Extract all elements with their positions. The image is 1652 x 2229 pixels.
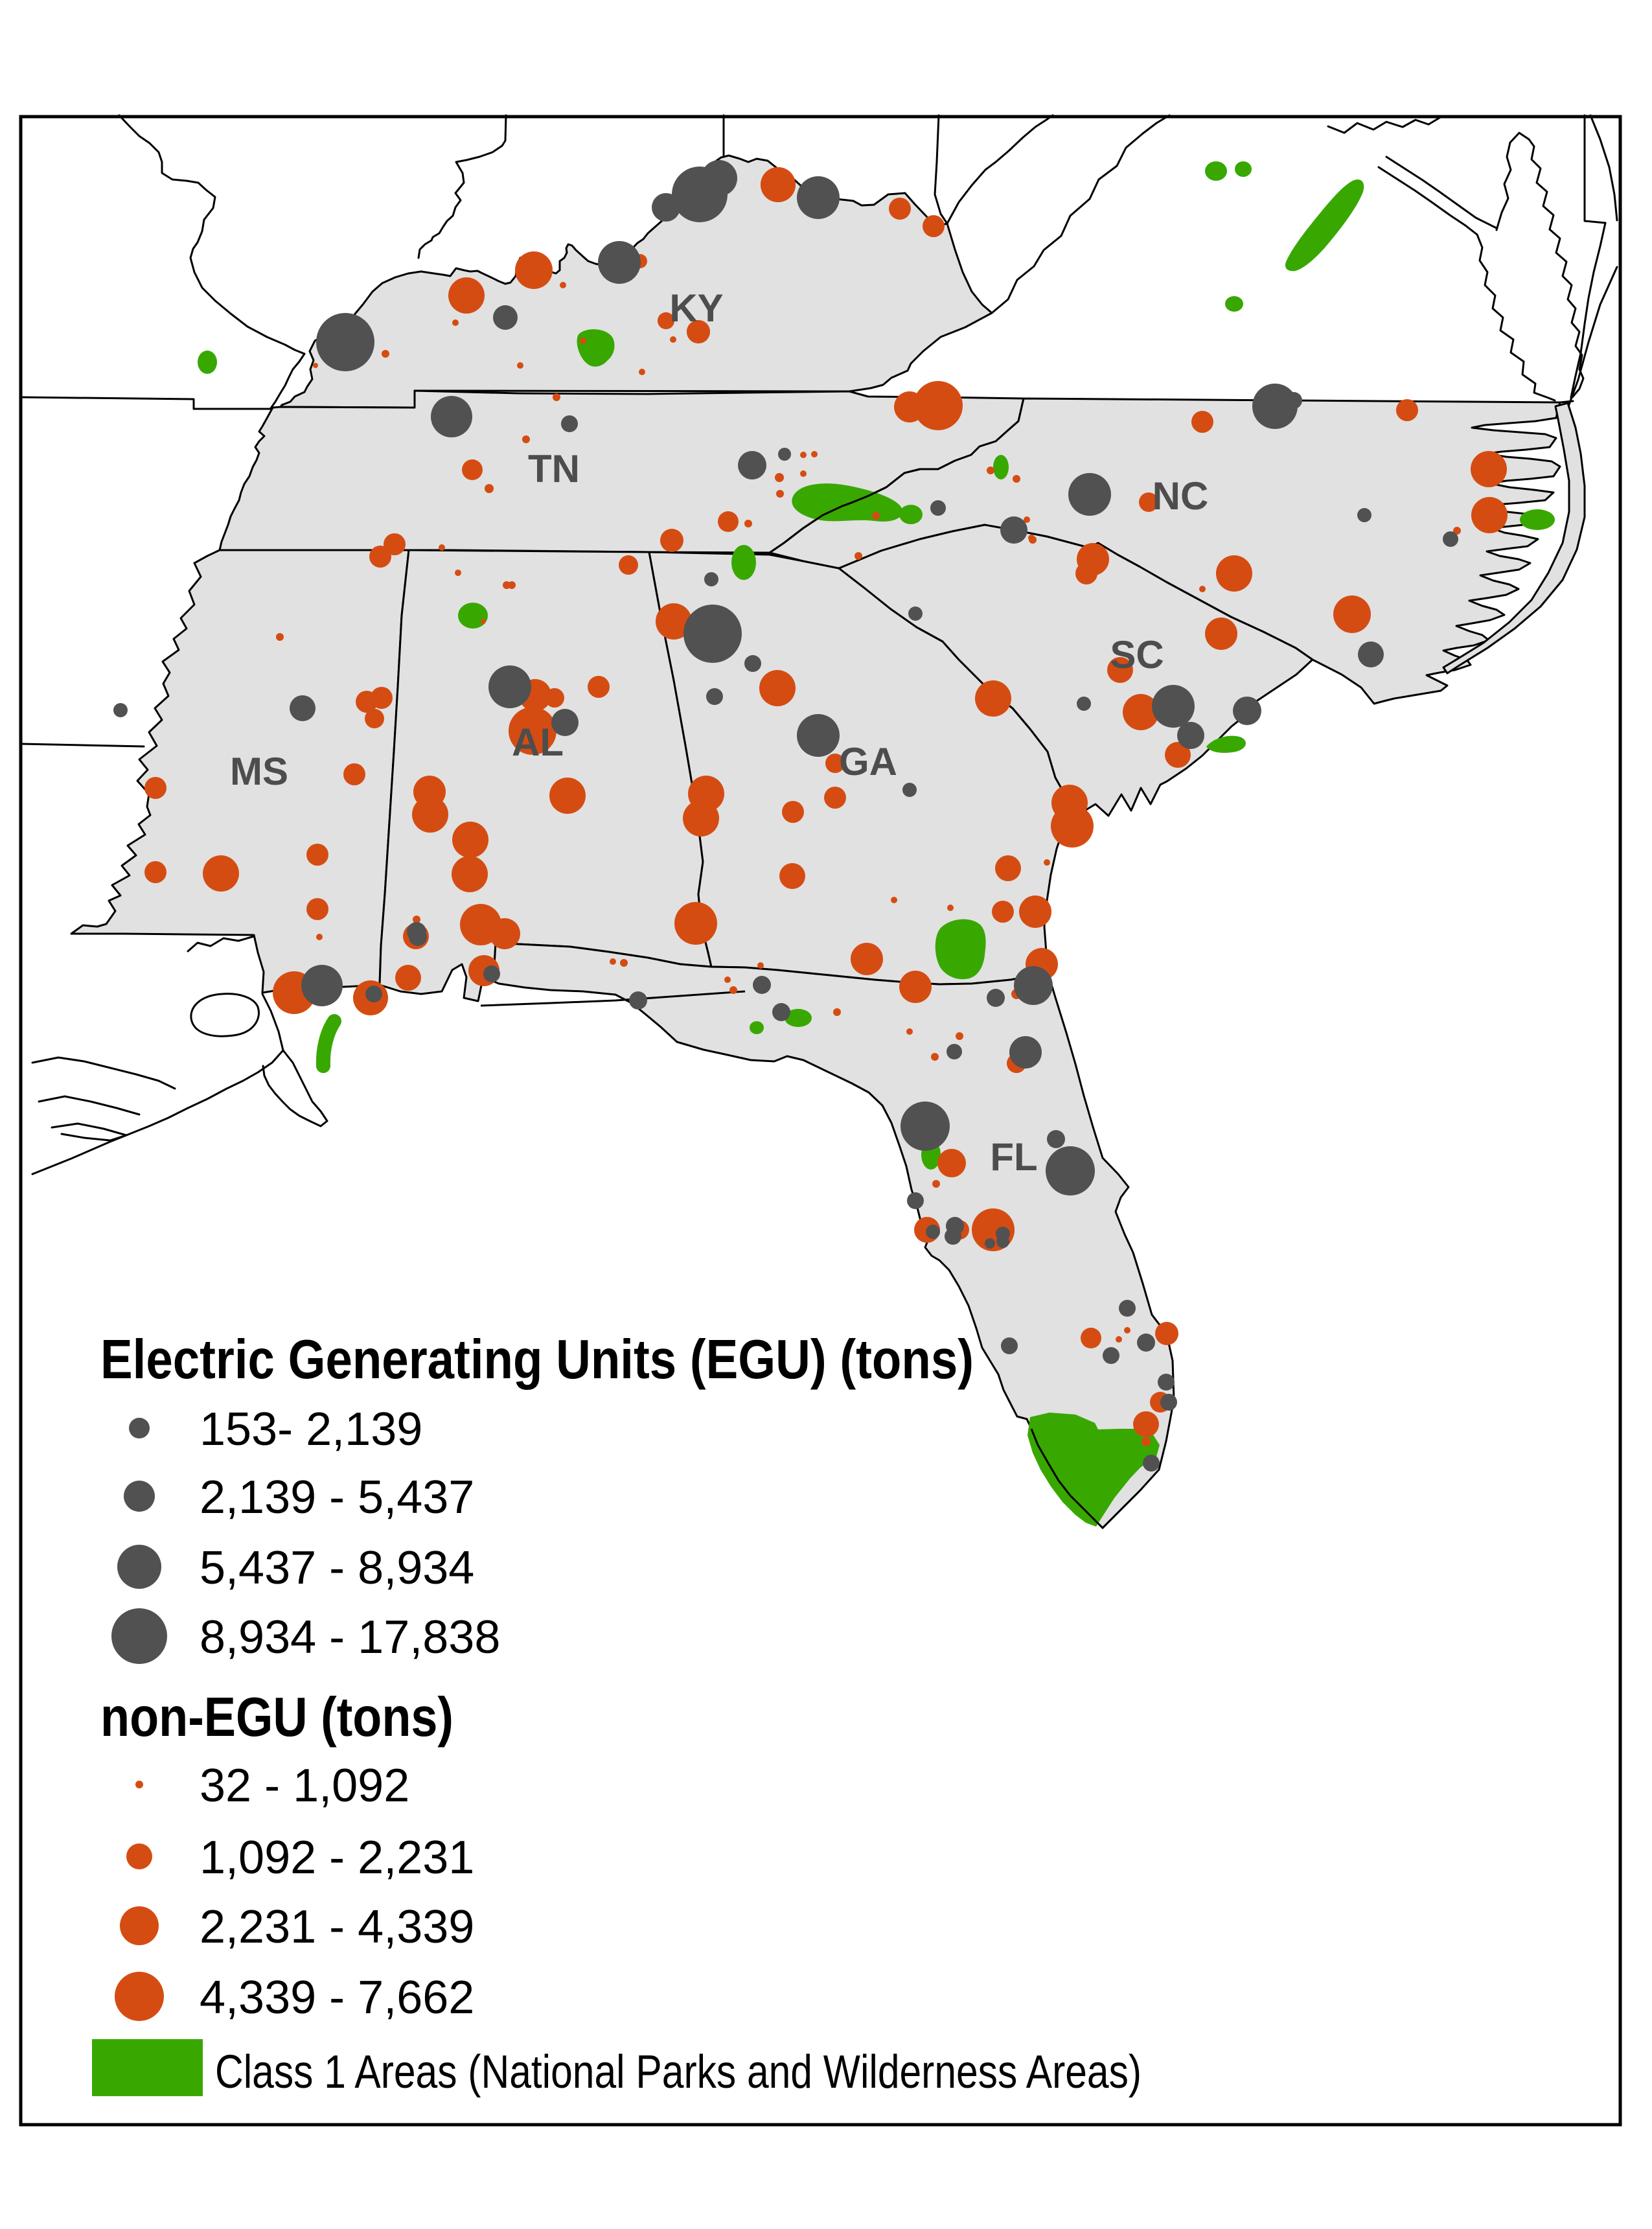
- svg-text:2,139 - 5,437: 2,139 - 5,437: [200, 1472, 474, 1523]
- svg-text:FL: FL: [990, 1135, 1037, 1179]
- svg-text:non-EGU (tons): non-EGU (tons): [100, 1687, 453, 1748]
- svg-text:Class 1 Areas (National Parks: Class 1 Areas (National Parks and Wilder…: [215, 2046, 1141, 2098]
- svg-text:SC: SC: [1110, 633, 1164, 676]
- svg-text:5,437 - 8,934: 5,437 - 8,934: [200, 1542, 474, 1594]
- svg-text:AL: AL: [512, 721, 564, 764]
- svg-text:KY: KY: [669, 286, 723, 330]
- svg-text:TN: TN: [528, 447, 580, 491]
- svg-text:1,092 - 2,231: 1,092 - 2,231: [200, 1832, 474, 1884]
- svg-text:Electric Generating Units (EGU: Electric Generating Units (EGU) (tons): [100, 1329, 974, 1391]
- svg-text:32 - 1,092: 32 - 1,092: [200, 1760, 409, 1812]
- svg-text:153- 2,139: 153- 2,139: [200, 1403, 422, 1455]
- svg-text:GA: GA: [839, 740, 897, 783]
- svg-text:8,934 - 17,838: 8,934 - 17,838: [200, 1611, 500, 1663]
- svg-text:MS: MS: [230, 750, 288, 793]
- svg-text:4,339 - 7,662: 4,339 - 7,662: [200, 1972, 474, 2024]
- svg-text:NC: NC: [1153, 474, 1209, 518]
- svg-text:2,231 - 4,339: 2,231 - 4,339: [200, 1901, 474, 1953]
